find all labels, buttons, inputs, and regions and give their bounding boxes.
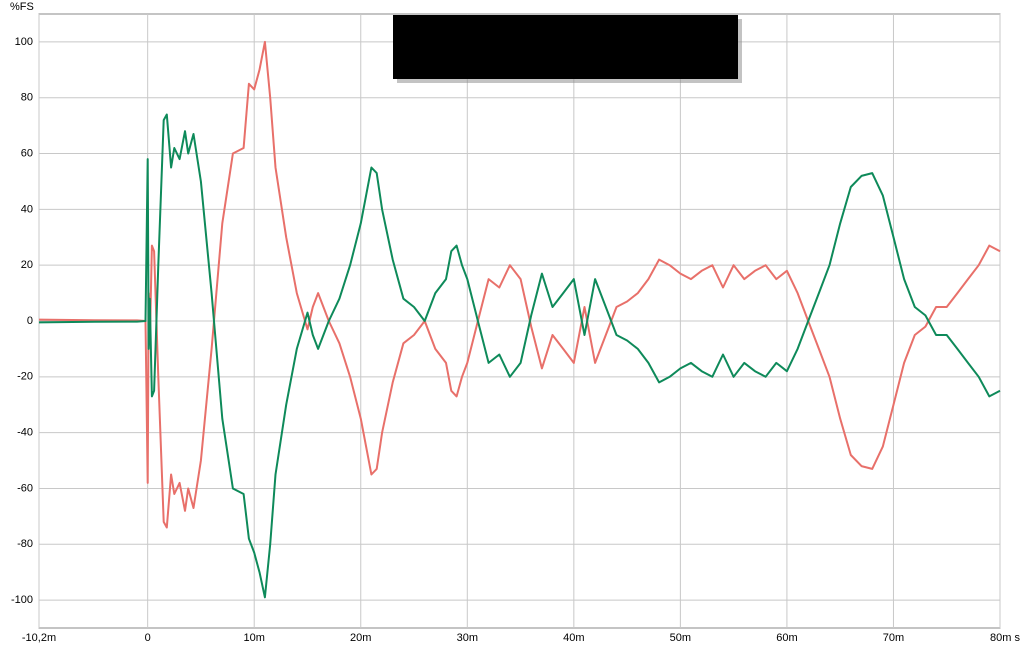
x-tick-label: 50m — [670, 632, 691, 644]
y-tick-label: -100 — [11, 594, 33, 606]
y-tick-label: -40 — [17, 427, 33, 439]
x-tick-label: 0 — [145, 632, 151, 644]
y-tick-label: 60 — [21, 147, 33, 159]
x-tick-label: -10,2m — [22, 632, 56, 644]
y-tick-label: -60 — [17, 482, 33, 494]
y-tick-label: 80 — [21, 92, 33, 104]
legend-label: Step Response segnale in controfase — [407, 49, 673, 66]
legend — [393, 15, 738, 79]
x-tick-label: 30m — [457, 632, 478, 644]
y-tick-label: -80 — [17, 538, 33, 550]
x-tick-label: 70m — [883, 632, 904, 644]
y-tick-label: 0 — [27, 315, 33, 327]
x-tick-label: 20m — [350, 632, 371, 644]
x-tick-label: 60m — [776, 632, 797, 644]
x-tick-label: 40m — [563, 632, 584, 644]
x-tick-label: 10m — [244, 632, 265, 644]
x-tick-label: 80m s — [990, 632, 1020, 644]
legend-label: Step Response segnale in fase — [407, 27, 629, 44]
y-tick-label: -20 — [17, 371, 33, 383]
y-tick-label: 20 — [21, 259, 33, 271]
y-tick-label: 40 — [21, 203, 33, 215]
series-line — [38, 113, 1001, 599]
series-line — [38, 40, 1001, 529]
y-tick-label: 100 — [15, 36, 33, 48]
y-axis-label: %FS — [10, 1, 34, 13]
